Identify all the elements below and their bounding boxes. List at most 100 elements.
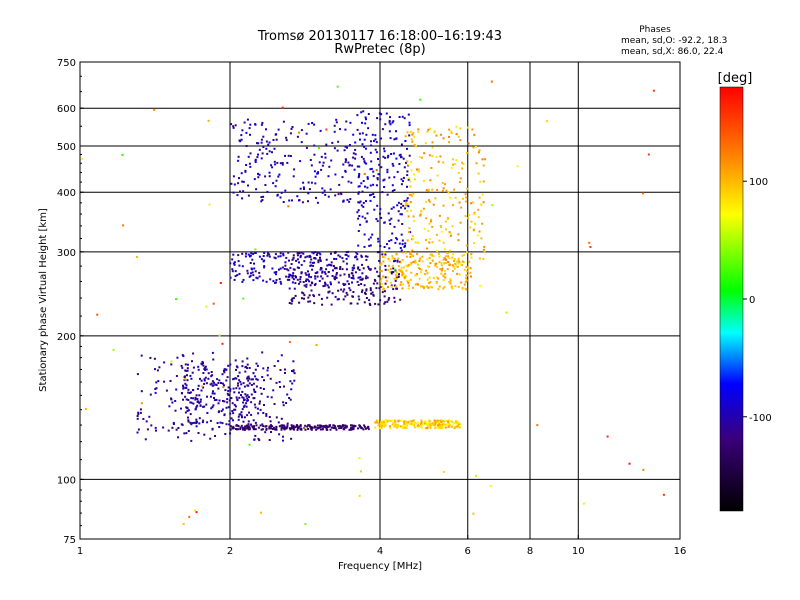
data-point [200,385,203,388]
data-point [271,166,274,169]
data-point [303,284,306,287]
data-point [246,269,249,272]
data-point [431,286,433,289]
data-point [350,427,353,430]
data-point [230,397,233,400]
data-point [319,258,322,261]
data-point [241,396,244,399]
data-point [442,470,445,473]
data-point [202,364,205,367]
data-point [280,191,283,194]
data-point [351,281,353,284]
data-point [175,298,177,301]
data-point [245,395,248,398]
data-point [384,123,387,126]
data-point [408,227,411,230]
data-point [333,257,336,260]
data-point [326,296,329,299]
data-point [386,171,389,174]
data-point [241,416,243,419]
data-point [345,425,348,428]
data-point [368,244,371,247]
data-point [223,371,226,374]
data-point [357,267,359,270]
data-point [253,403,256,406]
data-point [606,435,609,438]
data-point [381,253,384,256]
data-point [248,382,251,385]
colorbar-tick-label: -100 [749,413,772,424]
data-point [259,511,262,514]
data-point [313,123,316,126]
y-tick-label: 400 [57,188,76,199]
data-point [376,270,379,273]
data-point [172,421,175,424]
data-point [286,422,289,425]
data-point [276,161,279,164]
data-point [394,423,397,426]
data-point [234,359,237,362]
data-point [443,286,446,289]
data-point [410,253,413,256]
data-point [319,424,322,427]
data-point [313,153,316,156]
data-point [190,397,193,400]
data-point [457,257,460,260]
data-point [379,212,381,215]
data-point [417,168,420,171]
data-point [339,128,341,131]
data-point [271,151,273,154]
data-point [292,360,295,363]
data-point [157,380,160,383]
data-point [215,384,218,386]
data-point [334,427,337,430]
data-point [332,424,335,427]
data-point [426,272,429,275]
data-point [453,267,456,270]
data-point [235,424,238,427]
data-point [459,221,462,224]
data-point [301,201,304,204]
data-point [375,169,378,172]
data-point [441,181,444,184]
data-point [339,274,342,277]
data-point [233,183,236,186]
data-point [410,138,413,141]
data-point [420,421,423,424]
data-point [382,256,385,258]
data-point [387,419,390,422]
data-point [384,282,387,285]
data-point [262,367,265,370]
data-point [465,288,468,291]
data-point [246,397,249,400]
data-point [243,399,245,401]
data-point [288,341,291,344]
data-point [291,258,294,261]
data-point [388,247,391,250]
data-point [285,402,288,404]
data-point [413,422,416,424]
data-point [441,267,444,270]
data-point [457,233,460,236]
data-point [386,300,389,303]
data-point [377,158,379,160]
data-point [396,274,398,277]
data-point [384,420,387,423]
data-point [438,261,441,263]
data-point [206,421,209,424]
data-point [275,425,278,428]
data-point [325,143,328,146]
data-point [238,379,241,382]
data-point [135,255,138,258]
data-point [239,380,242,383]
data-point [231,268,234,271]
data-point [255,276,258,279]
data-point [248,425,251,428]
data-point [403,166,406,169]
data-point [391,189,394,192]
data-point [289,266,292,269]
data-point [371,291,374,294]
data-point [387,298,390,301]
data-point [360,470,362,473]
data-point [355,255,358,258]
